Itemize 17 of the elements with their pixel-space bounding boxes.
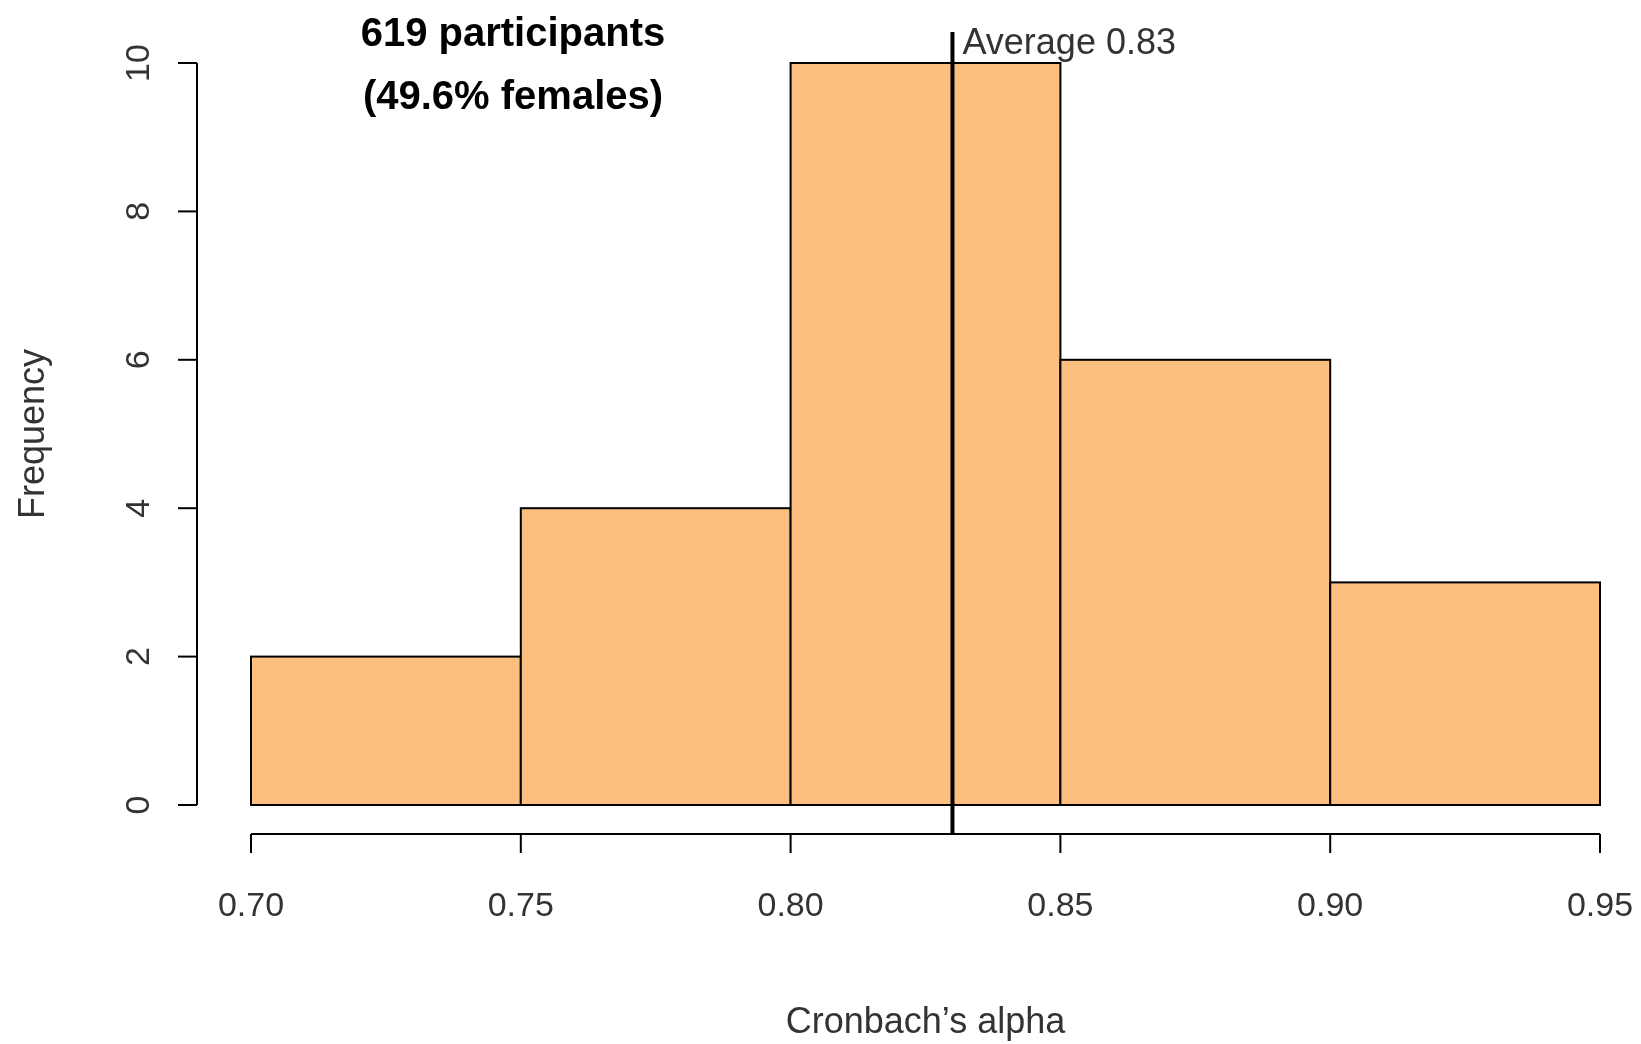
y-tick-label: 6 — [117, 350, 156, 370]
x-tick-label: 0.90 — [1297, 885, 1364, 923]
y-tick-label: 4 — [117, 498, 156, 518]
y-tick-label: 8 — [117, 201, 156, 221]
y-tick-label: 0 — [117, 795, 156, 815]
x-axis-title: Cronbach’s alpha — [785, 1000, 1067, 1041]
y-axis-title: Frequency — [11, 348, 52, 520]
x-tick-label: 0.80 — [757, 885, 824, 923]
x-tick-label: 0.85 — [1027, 885, 1094, 923]
x-tick-label: 0.95 — [1566, 885, 1634, 923]
y-tick-label: 2 — [117, 647, 156, 667]
ref-line-label: Average 0.83 — [962, 21, 1176, 62]
y-tick-label: 10 — [117, 44, 156, 82]
x-tick-label: 0.75 — [487, 885, 554, 923]
text: 619 participants — [360, 10, 666, 54]
x-tick-label: 0.70 — [217, 885, 285, 923]
annotation: (49.6% females) — [362, 73, 664, 117]
